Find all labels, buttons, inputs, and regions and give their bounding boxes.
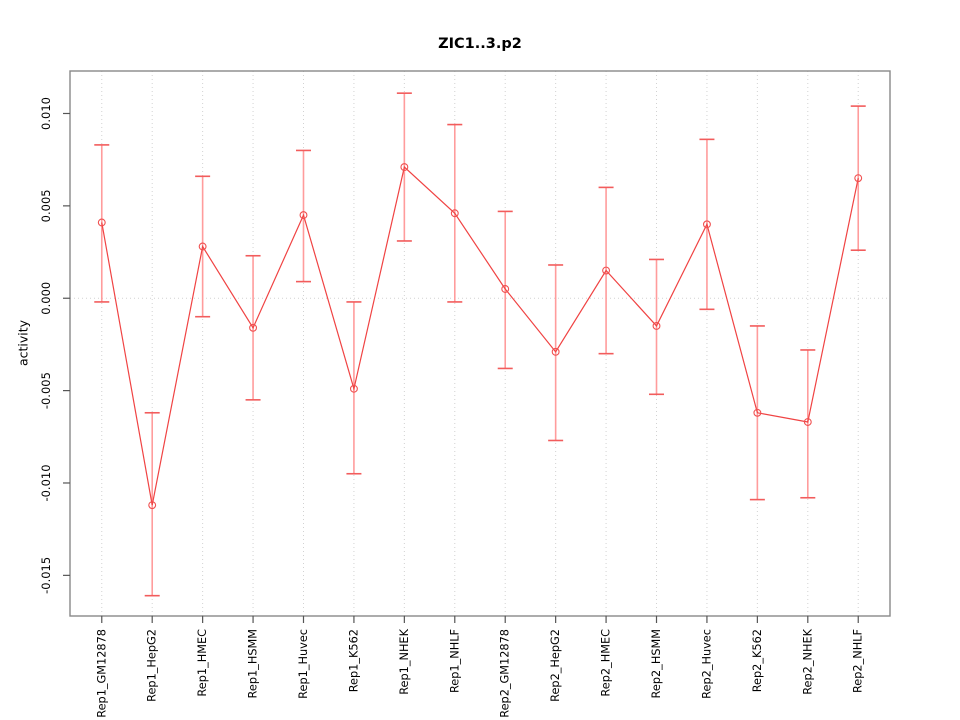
y-tick-label: -0.010	[39, 464, 53, 501]
data-point	[551, 347, 560, 356]
data-points	[97, 163, 863, 510]
x-tick-label: Rep1_HepG2	[146, 629, 159, 702]
error-bars	[94, 92, 866, 597]
x-tick-label: Rep2_K562	[751, 629, 764, 692]
data-point	[450, 209, 459, 218]
data-point	[97, 218, 106, 227]
data-point	[349, 384, 358, 393]
data-point	[702, 220, 711, 229]
y-tick-label: 0.000	[39, 282, 53, 315]
data-point	[652, 321, 661, 330]
x-tick-label: Rep1_Huvec	[297, 629, 310, 699]
data-point	[753, 408, 762, 417]
y-tick-label: -0.005	[39, 372, 53, 409]
series-line	[101, 165, 859, 506]
y-tick-label: 0.005	[39, 189, 53, 222]
x-tick-label: Rep2_NHLF	[852, 629, 865, 693]
x-tick-label: Rep1_HSMM	[247, 629, 260, 698]
x-tick-label: Rep1_GM12878	[95, 629, 108, 718]
y-tick-label: -0.015	[39, 557, 53, 594]
gridlines	[70, 71, 890, 616]
data-point	[803, 418, 812, 426]
x-tick-label: Rep2_HSMM	[650, 629, 663, 698]
data-point	[400, 163, 409, 172]
x-tick-label: Rep2_HMEC	[600, 629, 613, 697]
data-point	[854, 174, 863, 183]
data-point	[198, 242, 207, 251]
chart-title: ZIC1..3.p2	[438, 36, 522, 52]
x-tick-label: Rep1_K562	[347, 629, 360, 692]
x-tick-label: Rep1_HMEC	[196, 629, 209, 697]
x-tick-label: Rep2_HepG2	[549, 629, 562, 702]
x-tick-label: Rep2_NHEK	[801, 628, 814, 694]
x-tick-label: Rep1_NHEK	[398, 628, 411, 694]
x-axis-tick-labels: Rep1_GM12878 Rep1_HepG2 Rep1_HMEC Rep1_HSMM…	[95, 628, 864, 717]
x-tick-label: Rep1_NHLF	[448, 629, 461, 693]
y-axis-ticks	[63, 112, 70, 576]
data-point	[602, 266, 611, 275]
x-axis-ticks	[101, 616, 859, 623]
y-tick-label: 0.010	[39, 97, 53, 130]
y-axis-tick-labels: 0.010 0.005 0.000 -0.005 -0.010 -0.015	[39, 97, 53, 594]
plot-border	[69, 70, 891, 617]
data-point	[148, 501, 157, 510]
data-point	[501, 285, 510, 293]
x-tick-label: Rep2_GM12878	[499, 629, 512, 718]
data-point	[299, 211, 308, 220]
data-point	[249, 323, 258, 332]
x-tick-label: Rep2_Huvec	[700, 629, 713, 699]
